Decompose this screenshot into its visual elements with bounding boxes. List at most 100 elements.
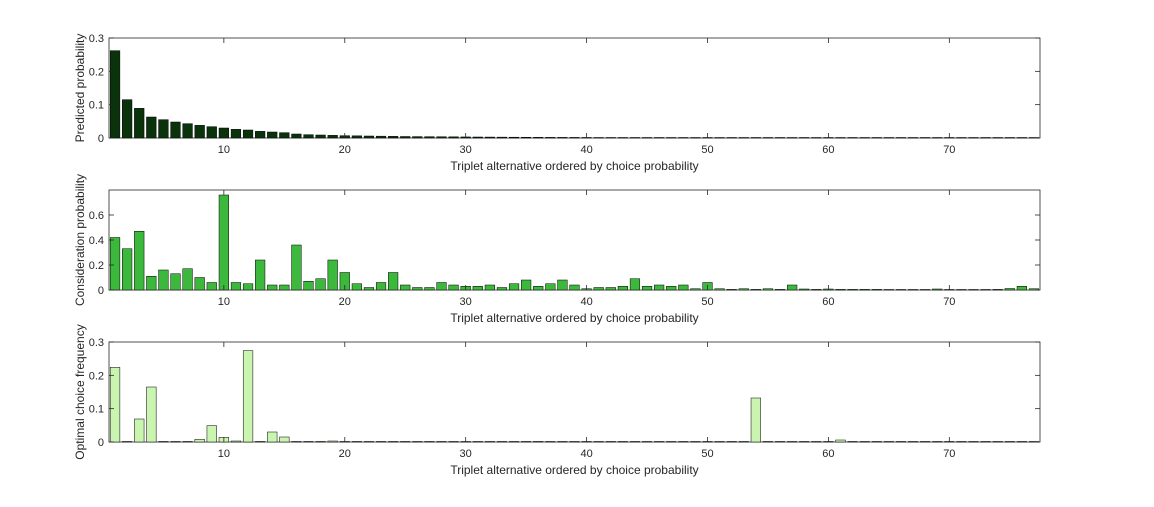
bar-55 — [762, 441, 774, 443]
bar-3 — [134, 418, 145, 443]
bar-32 — [484, 136, 495, 139]
bar-57 — [787, 284, 798, 291]
bar-14 — [267, 284, 278, 291]
bar-59 — [811, 441, 822, 443]
x-tick-label: 60 — [822, 296, 834, 308]
bar-8 — [194, 277, 205, 291]
bar-16 — [291, 133, 302, 139]
bar-23 — [375, 135, 387, 139]
bar-12 — [242, 350, 254, 443]
y-tick-label: 0 — [98, 437, 104, 449]
bar-2 — [122, 248, 133, 291]
bar-13 — [255, 259, 266, 291]
bar-4 — [146, 116, 157, 139]
bar-37 — [545, 283, 556, 291]
bar-15 — [279, 436, 290, 443]
bar-42 — [605, 441, 616, 443]
bar-33 — [496, 136, 508, 139]
bar-62 — [847, 137, 858, 139]
x-tick-label: 60 — [822, 448, 834, 460]
bar-66 — [895, 441, 907, 443]
bar-73 — [980, 137, 991, 139]
bar-41 — [593, 441, 604, 443]
bar-39 — [569, 284, 580, 291]
bar-56 — [774, 137, 786, 139]
bar-24 — [388, 136, 399, 139]
bar-58 — [799, 441, 810, 443]
bar-72 — [968, 441, 979, 443]
bar-21 — [351, 283, 362, 291]
bar-56 — [774, 289, 786, 291]
bar-34 — [508, 441, 520, 443]
y-tick-label: 0 — [98, 285, 104, 297]
bar-52 — [726, 137, 737, 139]
x-axis-label: Triplet alternative ordered by choice pr… — [450, 311, 698, 325]
bar-71 — [956, 441, 967, 443]
bar-14 — [267, 431, 278, 443]
bar-33 — [496, 287, 508, 291]
subplot-2: 10 20 30 40 50 60 70 0 0.2 0.4 0.6 Triplet alternat… — [73, 174, 1041, 325]
bar-31 — [472, 441, 483, 443]
y-tick-label: 0.1 — [89, 404, 104, 416]
bar-25 — [400, 284, 411, 291]
bar-68 — [920, 441, 931, 443]
bar-76 — [1016, 137, 1027, 139]
bar-12 — [242, 129, 254, 139]
bar-16 — [291, 441, 302, 443]
bar-31 — [472, 286, 483, 291]
bar-61 — [835, 137, 846, 139]
bar-63 — [859, 137, 870, 139]
bar-57 — [787, 137, 798, 139]
bar-11 — [230, 440, 242, 443]
bar-44 — [629, 137, 641, 139]
x-tick-label: 10 — [218, 448, 230, 460]
bar-65 — [883, 441, 894, 443]
bar-39 — [569, 441, 580, 443]
bar-72 — [968, 137, 979, 139]
bar-43 — [617, 441, 628, 443]
x-axis-label: Triplet alternative ordered by choice pr… — [450, 463, 698, 477]
bar-66 — [895, 137, 907, 139]
y-tick-label: 0.6 — [89, 210, 104, 222]
bar-28 — [436, 282, 447, 291]
y-tick-label: 0.1 — [89, 100, 104, 112]
bar-69 — [932, 288, 943, 291]
bar-22 — [363, 287, 375, 291]
bar-44 — [629, 441, 641, 443]
bar-13 — [255, 441, 266, 443]
bar-53 — [738, 441, 749, 443]
subplot-1: 10 20 30 40 50 60 70 0 0.1 0.2 0.3 Triplet alternat… — [73, 33, 1041, 173]
bar-4 — [146, 386, 157, 443]
bar-12 — [242, 283, 254, 291]
bar-6 — [170, 121, 181, 139]
bar-64 — [871, 289, 882, 291]
bar-76 — [1016, 286, 1027, 291]
bar-71 — [956, 137, 967, 139]
bar-55 — [762, 288, 774, 291]
y-axis-label: Optimal choice frequency — [73, 324, 87, 459]
bar-34 — [508, 136, 520, 139]
bar-71 — [956, 289, 967, 291]
bar-22 — [363, 441, 375, 443]
bar-19 — [327, 259, 338, 291]
bar-65 — [883, 289, 894, 291]
bar-46 — [654, 284, 665, 291]
x-tick-label: 60 — [822, 144, 834, 156]
bar-38 — [557, 441, 568, 443]
bar-17 — [303, 281, 314, 291]
bar-16 — [291, 244, 302, 291]
bar-67 — [907, 441, 919, 443]
bar-26 — [412, 287, 423, 291]
bar-45 — [641, 137, 653, 139]
bar-35 — [521, 137, 532, 139]
bar-75 — [1004, 137, 1015, 139]
bar-29 — [448, 441, 459, 443]
bar-14 — [267, 131, 278, 139]
bar-36 — [533, 441, 544, 443]
bar-58 — [799, 288, 810, 291]
bar-24 — [388, 272, 399, 291]
bar-61 — [835, 439, 846, 443]
bar-18 — [315, 134, 326, 139]
bar-38 — [557, 137, 568, 139]
bar-15 — [279, 132, 290, 139]
